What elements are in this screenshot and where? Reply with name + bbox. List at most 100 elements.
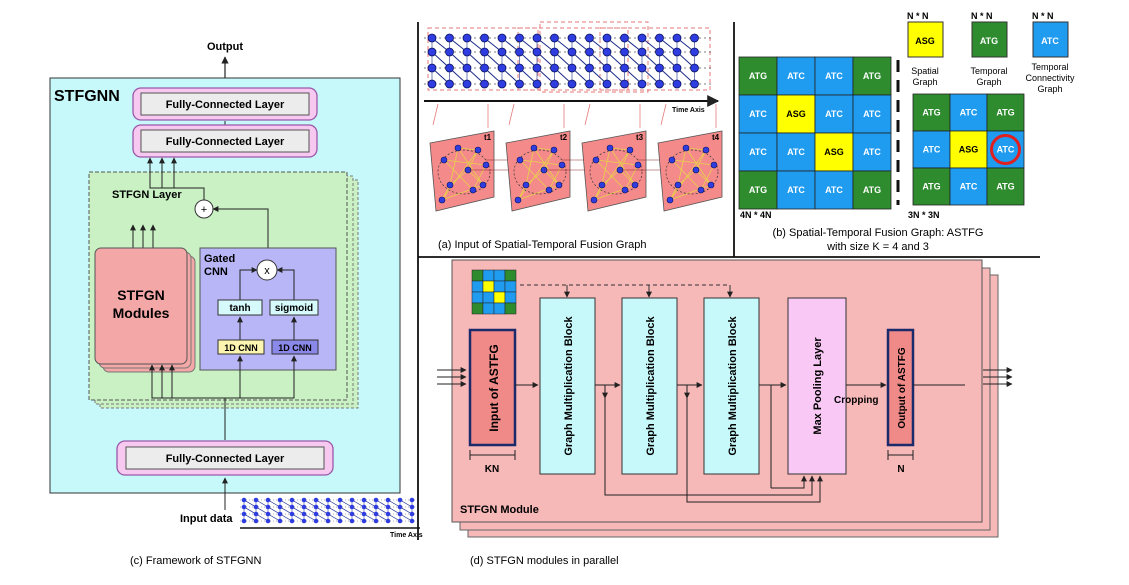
matrix-cell-label: ATC [960,108,978,118]
graph-node [462,79,472,89]
graph-node [446,181,454,189]
svg-text:x: x [264,265,270,277]
graph-node [550,33,559,43]
graph-node [440,156,448,164]
graph-node [567,33,577,43]
svg-text:Graph Multiplication Block: Graph Multiplication Block [563,315,575,455]
graph-node [585,79,594,89]
fc-layer-second-label: Fully-Connected Layer [166,136,285,148]
graph-node [530,144,538,152]
mini-matrix-cell [493,269,506,282]
matrix-cell [986,167,1025,206]
mini-matrix-icon [471,269,517,315]
graph-node [474,146,482,154]
graph-node [602,33,612,43]
graph-node [522,181,530,189]
graph-node [602,79,612,89]
matrix-cell-label: ASG [786,109,806,119]
matrix-cell [814,56,854,96]
graph-node [438,196,446,204]
graph-node [480,47,489,57]
panel-d-modules: STFGN Module Input of ASTFG KN Graph Mul… [437,259,1013,567]
graph-node [567,63,577,73]
input-node [361,511,367,517]
panel-c-framework: Output STFGNN Fully-Connected Layer Full… [49,41,423,567]
fc-layer-second [140,129,310,153]
graph-multiplication-block-1 [539,297,596,475]
graph-node [532,63,542,73]
input-node [265,497,271,503]
matrix-cell [852,94,892,134]
matrix-cell-label: ATC [787,71,805,81]
svg-text:Output of ASTFG: Output of ASTFG [897,347,908,428]
graph-node [620,33,629,43]
graph-node [514,196,522,204]
svg-text:Graph: Graph [912,77,937,87]
graph-node [532,79,542,89]
graph-node [690,33,699,43]
mini-matrix-cell [471,269,484,282]
input-node [349,504,355,510]
max-pooling-layer [787,297,847,475]
input-node [373,518,379,524]
input-node [241,497,247,503]
svg-text:CNN: CNN [204,266,228,278]
svg-text:Time Axis: Time Axis [390,532,423,539]
matrix-cell [852,132,892,172]
matrix-cell-label: ATC [923,145,941,155]
graph-node [462,63,472,73]
graph-node [480,63,489,73]
input-node [241,511,247,517]
input-node [385,504,391,510]
matrix-cell [912,167,951,206]
caption-c: (c) Framework of STFGNN [130,555,261,567]
input-node [397,504,403,510]
matrix-cell-label: ATG [996,108,1014,118]
input-node [337,511,343,517]
mini-matrix-cell [482,302,495,315]
graph-node [550,146,558,154]
graph-node [655,47,664,57]
matrix-cell [814,94,854,134]
graph-node [592,156,600,164]
graph-node [497,79,507,89]
slice-label: t4 [712,133,720,142]
svg-text:Input of ASTFG: Input of ASTFG [487,344,501,432]
matrix-cell [738,170,778,210]
input-node [373,511,379,517]
legend-temporal-swatch [971,21,1008,58]
stfgnn-title: STFGNN [54,88,120,105]
graph-node [672,63,682,73]
input-node [337,518,343,524]
graph-node [567,47,577,57]
graph-node [515,33,524,43]
graph-node [532,33,542,43]
input-node [313,497,319,503]
input-node [289,518,295,524]
svg-text:Modules: Modules [113,305,170,321]
input-node [397,518,403,524]
mini-matrix-cell [471,280,484,293]
input-node [253,497,259,503]
graph-node [497,63,507,73]
graph-node [631,181,639,189]
graph-node [558,161,566,169]
mini-matrix-cell [482,280,495,293]
input-node [277,511,283,517]
graph-node [637,79,647,89]
svg-text:N * N: N * N [907,11,929,21]
input-node [313,504,319,510]
input-node [349,518,355,524]
legend-spatial-swatch [907,21,944,58]
input-node [373,504,379,510]
graph-node [454,144,462,152]
matrix-cell [852,170,892,210]
graph-node [427,63,437,73]
graph-node [606,144,614,152]
matrix-cell-label: ATC [960,182,978,192]
graph-node [567,79,577,89]
svg-text:Graph Multiplication Block: Graph Multiplication Block [727,315,739,455]
graph-node [620,47,629,57]
slice-label: t2 [560,133,568,142]
